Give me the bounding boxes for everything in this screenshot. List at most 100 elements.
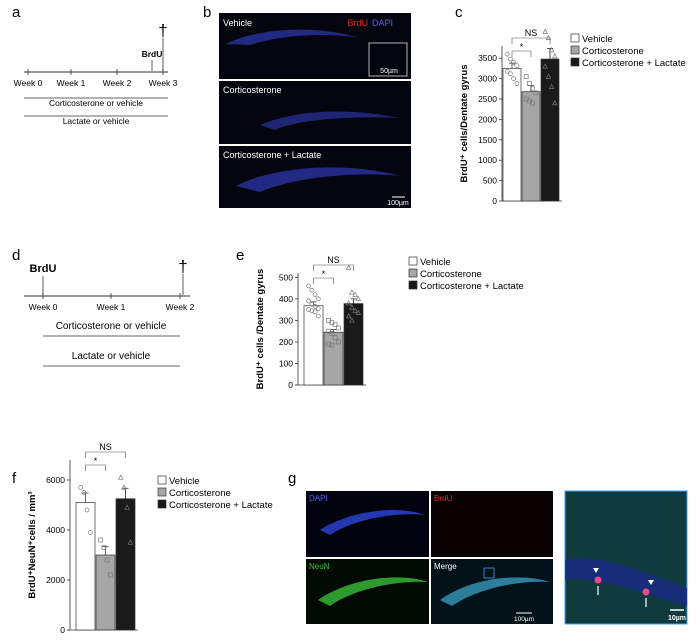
timeline-d-label-0: Week 0 [29, 302, 58, 312]
point-e-0-9 [309, 308, 315, 314]
significance-e: *NS [313, 255, 354, 284]
point-e-1-7 [335, 339, 341, 345]
treatment-d-label-1: Corticosterone or vehicle [56, 321, 167, 332]
arrowhead-2-icon [648, 580, 654, 585]
point-f-2-2 [124, 504, 130, 510]
zoom-cell-2 [642, 588, 650, 596]
point-f-1-0 [98, 537, 104, 543]
point-f-2-3 [127, 539, 134, 545]
microscopy-panel-g: DAPI BrdU NeuN Merge 100µm 10µm [306, 490, 688, 625]
y-axis-label-f: BrdU⁺NeuN⁺cells / mm³ [27, 491, 38, 598]
sig-star-e: * [322, 269, 326, 279]
micro-b-stain-dapi: DAPI [372, 18, 393, 28]
legend-swatch-e-2 [408, 280, 418, 290]
panel-letter-a: a [12, 4, 21, 21]
bar-f-0 [75, 502, 96, 631]
point-c-0-2 [511, 59, 516, 65]
y-tick-label-e-1: 100 [279, 358, 293, 368]
point-c-0-3 [514, 63, 520, 68]
legend-swatch-e-0 [408, 256, 418, 266]
point-f-0-2 [84, 507, 90, 513]
sig-star-c: * [520, 42, 524, 52]
chart-c: 0 500 1000 1500 2000 2500 3000 3500 BrdU⁺ cells/… [459, 28, 562, 206]
sig-ns-bracket-c [511, 37, 551, 44]
point-e-0-11 [315, 313, 321, 319]
bar-f-1 [95, 554, 116, 631]
micro-g-label-neun: NeuN [309, 562, 330, 571]
point-e-2-0 [345, 264, 352, 270]
point-f-0-0 [78, 485, 84, 490]
timeline-d: BrdU † Corticosterone or vehicle Lactate… [24, 257, 195, 367]
y-axis-label-c: BrdU⁺ cells/Dentate gyrus [459, 65, 470, 183]
bar-c-0 [502, 68, 522, 202]
micro-g-label-dapi: DAPI [309, 494, 328, 503]
legend-label-e-2: Corticosterone + Lactate [420, 281, 524, 292]
micro-g-dapi-image [306, 491, 429, 557]
panel-letter-b: b [203, 4, 211, 21]
micro-g-brdu-image [431, 491, 553, 557]
y-tick-label-e-4: 400 [279, 294, 293, 304]
micro-g-zoom-image [564, 490, 688, 625]
y-tick-label-f-1: 2000 [46, 575, 65, 585]
point-c-1-3 [533, 90, 539, 96]
legend-label-f-0: Vehicle [169, 476, 200, 487]
point-e-0-0 [306, 283, 312, 289]
y-tick-label-f-3: 6000 [46, 475, 65, 485]
point-e-0-1 [309, 287, 315, 293]
legend-label-c-0: Vehicle [582, 34, 613, 45]
timeline-a-label-2: Week 2 [103, 78, 132, 88]
point-e-0-6 [312, 304, 318, 309]
point-f-2-1 [121, 484, 127, 490]
timeline-d-label-1: Week 1 [97, 302, 126, 312]
timeline-a: BrdU † Corticosterone or vehicle Lactate… [14, 21, 178, 126]
point-c-0-1 [508, 56, 513, 62]
timeline-a-marker: BrdU [142, 49, 163, 59]
legend-label-f-2: Corticosterone + Lactate [169, 500, 273, 511]
y-tick-label-e-0: 0 [288, 380, 293, 390]
point-e-2-3 [355, 295, 362, 301]
micro-g-label-merge: Merge [434, 562, 457, 571]
legend-swatch-f-1 [157, 487, 167, 497]
y-tick-label-e-3: 300 [279, 315, 293, 325]
bar-e-2 [343, 303, 364, 386]
point-f-1-3 [107, 572, 113, 578]
legend-swatch-f-0 [157, 475, 167, 485]
point-e-0-8 [306, 307, 312, 312]
y-tick-label-c-2: 1000 [478, 155, 497, 165]
micro-g-label-brdu: BrdU [434, 494, 452, 503]
point-c-0-6 [511, 76, 516, 81]
micro-g-merge-image [431, 559, 553, 624]
point-e-1-6 [332, 335, 338, 340]
dg-shape-cort [260, 111, 400, 130]
legend-swatch-c-0 [570, 33, 580, 43]
point-c-0-7 [514, 81, 520, 86]
point-e-1-9 [329, 342, 335, 348]
point-c-1-2 [530, 86, 535, 92]
sig-star-bracket-e [313, 277, 334, 284]
chart-f: 0 2000 4000 6000 BrdU⁺NeuN⁺cells / mm³ [27, 460, 138, 635]
point-c-2-4 [542, 63, 548, 69]
bar-f-2 [115, 498, 136, 631]
point-e-2-5 [349, 304, 355, 310]
point-e-2-9 [349, 317, 355, 323]
micro-b-inset-scale: 50µm [380, 68, 398, 75]
g-dg-dapi [320, 510, 425, 535]
point-e-2-7 [355, 309, 362, 315]
legend-label-c-1: Corticosterone [582, 46, 644, 57]
bar-c-1 [521, 91, 541, 202]
treatment-d-label-2: Lactate or vehicle [72, 351, 151, 362]
point-c-0-0 [504, 51, 510, 57]
point-c-2-2 [548, 46, 555, 53]
legend-label-f-1: Corticosterone [169, 488, 231, 499]
point-c-1-6 [530, 100, 535, 106]
point-e-2-2 [352, 291, 358, 297]
point-c-2-1 [545, 34, 552, 40]
sig-star-bracket-c [511, 50, 532, 57]
point-e-1-2 [332, 322, 338, 328]
sig-ns-bracket-e [313, 264, 354, 271]
timeline-a-label-0: Week 0 [14, 78, 43, 88]
micro-g-neun-image [306, 559, 429, 624]
y-axis-label-e: BrdU⁺ cells /Dentate gyrus [255, 269, 266, 390]
panel-letter-c: c [455, 4, 463, 21]
